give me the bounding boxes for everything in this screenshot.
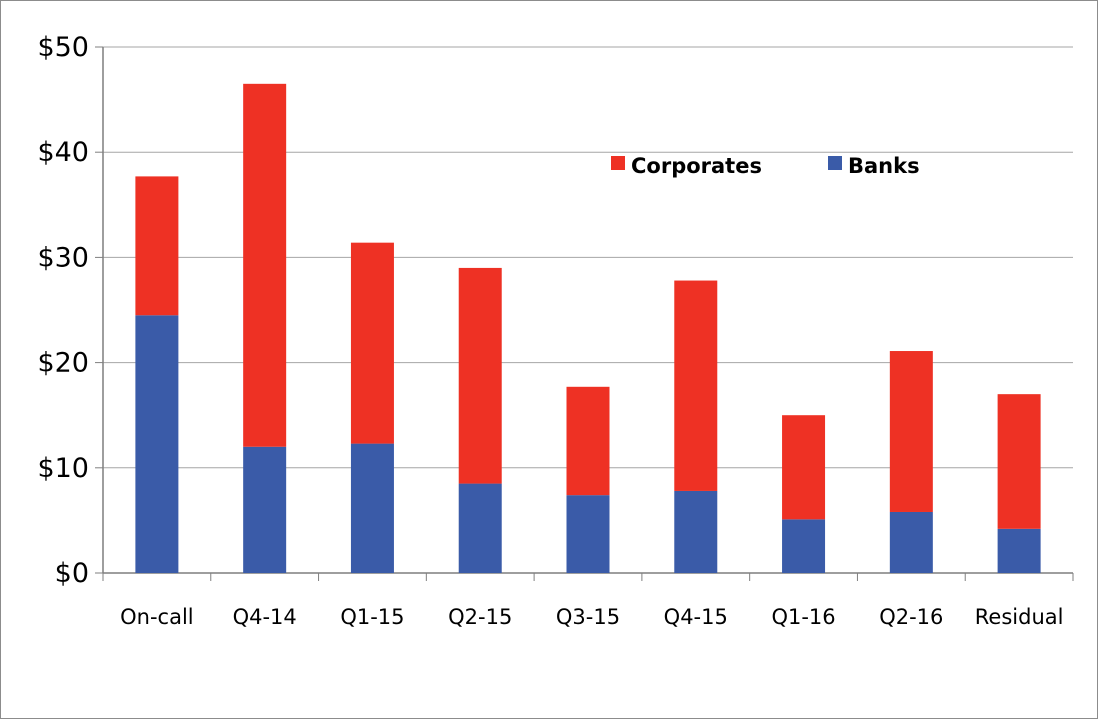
bar-banks xyxy=(458,483,502,573)
y-tick-label: $0 xyxy=(55,558,89,589)
bar-banks xyxy=(782,519,826,573)
y-tick-label: $30 xyxy=(37,242,89,273)
y-tick-label: $40 xyxy=(37,137,89,168)
bar-corporates xyxy=(458,267,502,484)
x-tick-label: Q4-14 xyxy=(233,605,297,629)
y-tick-label: $10 xyxy=(37,453,89,484)
bar-banks xyxy=(889,511,933,573)
legend-swatch-banks xyxy=(828,156,842,170)
bar-corporates xyxy=(997,394,1041,529)
x-tick-label: Q2-16 xyxy=(879,605,943,629)
bar-banks xyxy=(135,315,179,573)
bar-corporates xyxy=(674,280,718,491)
x-tick-label: Q3-15 xyxy=(556,605,620,629)
bar-banks xyxy=(674,490,718,573)
bar-corporates xyxy=(566,386,610,496)
bar-corporates xyxy=(350,242,394,444)
bar-corporates xyxy=(135,176,179,316)
bar-banks xyxy=(566,495,610,573)
bar-corporates xyxy=(782,415,826,520)
x-tick-label: Q4-15 xyxy=(664,605,728,629)
x-tick-label: On-call xyxy=(120,605,194,629)
bar-corporates xyxy=(889,351,933,512)
legend-swatch-corporates xyxy=(611,156,625,170)
legend-label-banks: Banks xyxy=(848,154,920,178)
bar-banks xyxy=(243,446,287,573)
y-tick-label: $20 xyxy=(37,348,89,379)
bar-banks xyxy=(350,443,394,573)
x-tick-label: Q2-15 xyxy=(448,605,512,629)
bar-corporates xyxy=(243,83,287,447)
legend-label-corporates: Corporates xyxy=(631,154,762,178)
y-tick-label: $50 xyxy=(37,32,89,63)
bar-banks xyxy=(997,528,1041,573)
x-tick-label: Residual xyxy=(975,605,1064,629)
x-tick-label: Q1-16 xyxy=(771,605,835,629)
x-tick-label: Q1-15 xyxy=(340,605,404,629)
